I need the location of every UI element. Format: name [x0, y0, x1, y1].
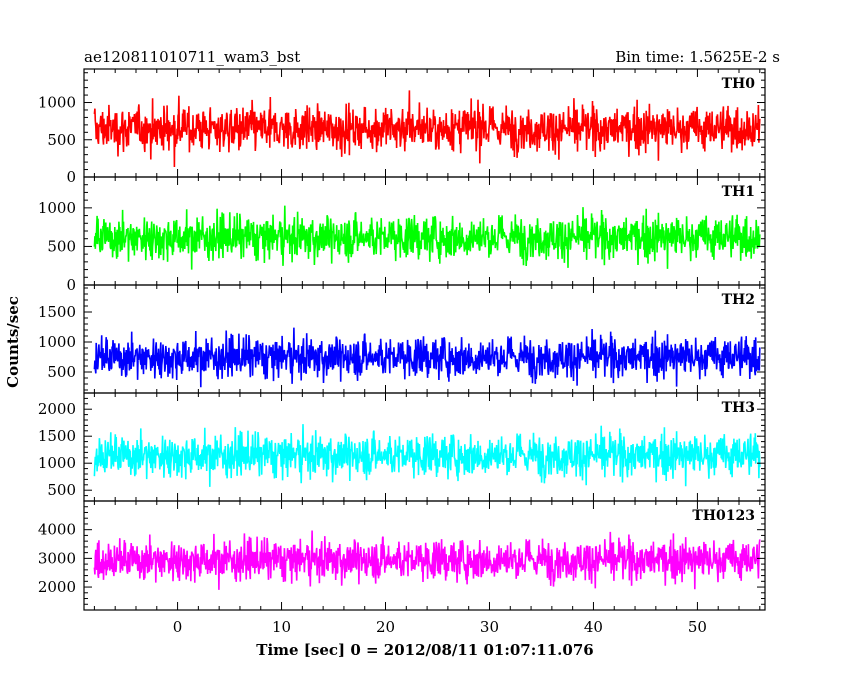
y-tick-label: 3000: [38, 549, 76, 567]
y-tick-label: 2000: [38, 400, 76, 418]
chart-title: ae120811010711_wam3_bst: [84, 48, 300, 66]
bin-time-label: Bin time: 1.5625E-2 s: [615, 48, 780, 66]
x-tick-label: 20: [376, 618, 395, 636]
y-axis-title: Counts/sec: [4, 296, 22, 388]
x-tick-label: 40: [584, 618, 603, 636]
y-tick-label: 1000: [38, 333, 76, 351]
y-tick-label: 500: [47, 237, 76, 255]
x-tick-label: 0: [173, 618, 183, 636]
x-tick-label: 30: [480, 618, 499, 636]
y-tick-label: 500: [47, 481, 76, 499]
y-tick-label: 0: [66, 276, 76, 294]
series-th0-line: [93, 90, 761, 168]
panel-label-th2: TH2: [722, 292, 755, 308]
y-tick-label: 0: [66, 168, 76, 186]
y-tick-label: 1500: [38, 427, 76, 445]
y-tick-label: 500: [47, 131, 76, 149]
y-tick-label: 1500: [38, 303, 76, 321]
panels-group: 0 500 1000 TH0 0 500 1000 TH1 500 1000 1500 TH2 500 1…: [38, 68, 766, 611]
panel-th1: 0 500 1000 TH1: [38, 176, 766, 294]
panel-frame: [83, 284, 766, 394]
series-th1-line: [93, 205, 761, 270]
x-tick-label: 50: [688, 618, 707, 636]
series-th3-line: [93, 424, 761, 487]
panel-th3: 500 1000 1500 2000 TH3: [38, 392, 766, 502]
x-tick-labels: 0 10 20 30 40 50: [173, 618, 707, 636]
y-tick-label: 500: [47, 363, 76, 381]
panel-label-th3: TH3: [722, 400, 755, 416]
panel-label-th0123: TH0123: [692, 508, 755, 524]
panel-label-th1: TH1: [722, 184, 755, 200]
x-tick-label: 10: [272, 618, 291, 636]
x-axis-title: Time [sec] 0 = 2012/08/11 01:07:11.076: [256, 641, 593, 659]
y-tick-label: 2000: [38, 578, 76, 596]
y-tick-label: 1000: [38, 199, 76, 217]
panel-label-th0: TH0: [722, 76, 756, 92]
series-th0123-line: [93, 530, 761, 590]
y-tick-label: 1000: [38, 454, 76, 472]
y-tick-label: 1000: [38, 94, 76, 112]
panel-th2: 500 1000 1500 TH2: [38, 284, 766, 394]
y-tick-label: 4000: [38, 521, 76, 539]
series-th2-line: [93, 327, 761, 388]
panel-th0: 0 500 1000 TH0: [38, 68, 766, 186]
panel-th0123: 2000 3000 4000 TH0123: [38, 500, 766, 611]
panel-frame: [83, 500, 766, 611]
